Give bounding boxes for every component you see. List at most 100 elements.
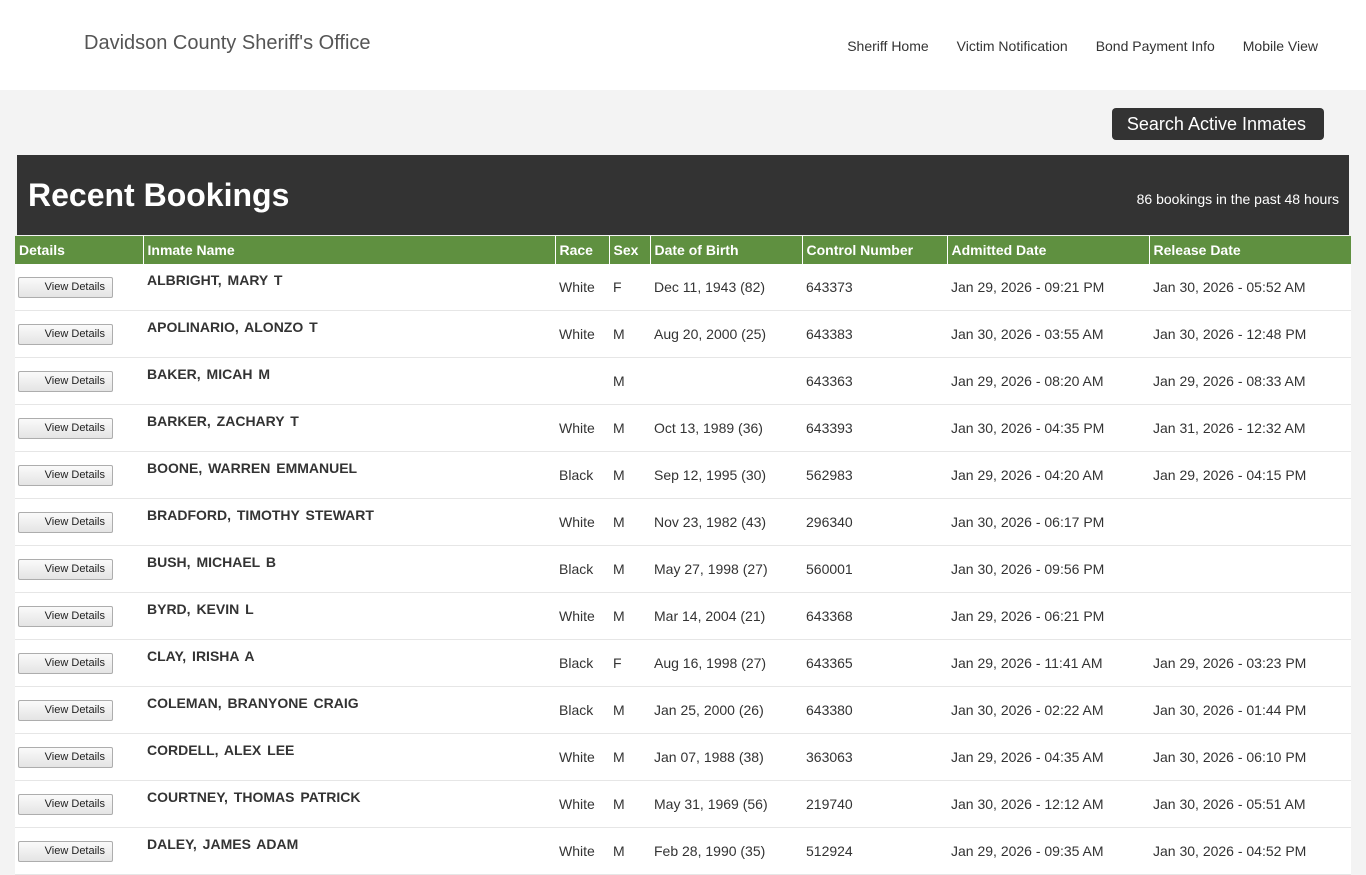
table-row: View Details BRADFORD, TIMOTHY STEWART Whi… <box>15 498 1351 546</box>
race-cell: White <box>555 404 609 452</box>
bookings-count: 86 bookings in the past 48 hours <box>1136 191 1339 207</box>
admitted-date-cell: Jan 30, 2026 - 03:55 AM <box>947 310 1149 358</box>
nav-sheriff-home[interactable]: Sheriff Home <box>847 38 929 54</box>
date-of-birth-cell: May 31, 1969 (56) <box>650 780 802 828</box>
sex-cell: F <box>609 639 650 687</box>
race-cell: White <box>555 592 609 640</box>
details-cell: View Details <box>15 404 143 452</box>
search-active-inmates-button[interactable]: Search Active Inmates <box>1112 108 1324 140</box>
sex-cell: M <box>609 451 650 499</box>
admitted-date-cell: Jan 29, 2026 - 11:41 AM <box>947 639 1149 687</box>
view-details-button[interactable]: View Details <box>18 323 113 345</box>
details-cell: View Details <box>15 780 143 828</box>
view-details-button[interactable]: View Details <box>18 699 113 721</box>
bookings-table: Details Inmate Name Race Sex Date of Bir… <box>15 236 1351 875</box>
view-details-button[interactable]: View Details <box>18 464 113 486</box>
view-details-button[interactable]: View Details <box>18 652 113 674</box>
race-cell: White <box>555 310 609 358</box>
race-cell <box>555 357 609 405</box>
table-row: View Details COURTNEY, THOMAS PATRICK Whit… <box>15 780 1351 828</box>
admitted-date-cell: Jan 30, 2026 - 12:12 AM <box>947 780 1149 828</box>
race-cell: Black <box>555 639 609 687</box>
details-cell: View Details <box>15 592 143 640</box>
view-details-button[interactable]: View Details <box>18 558 113 580</box>
table-row: View Details BAKER, MICAH M M 643363 Jan 29,… <box>15 357 1351 405</box>
column-header-date-of-birth[interactable]: Date of Birth <box>649 236 802 264</box>
control-number-cell: 219740 <box>802 780 947 828</box>
inmate-name-cell: BOONE, WARREN EMMANUEL <box>143 451 555 499</box>
control-number-cell: 643380 <box>802 686 947 734</box>
release-date-cell: Jan 30, 2026 - 12:48 PM <box>1149 310 1351 358</box>
date-of-birth-cell: Feb 28, 1990 (35) <box>650 827 802 875</box>
control-number-cell: 643363 <box>802 357 947 405</box>
page-title: Recent Bookings <box>28 177 290 213</box>
recent-bookings-banner: Recent Bookings 86 bookings in the past … <box>17 155 1349 235</box>
details-cell: View Details <box>15 545 143 593</box>
details-cell: View Details <box>15 733 143 781</box>
top-nav: Sheriff Home Victim Notification Bond Pa… <box>847 38 1318 54</box>
sex-cell: M <box>609 733 650 781</box>
admitted-date-cell: Jan 29, 2026 - 06:21 PM <box>947 592 1149 640</box>
date-of-birth-cell: Dec 11, 1943 (82) <box>650 264 802 311</box>
column-header-control-number[interactable]: Control Number <box>801 236 947 264</box>
view-details-button[interactable]: View Details <box>18 793 113 815</box>
sex-cell: M <box>609 310 650 358</box>
sex-cell: M <box>609 545 650 593</box>
details-cell: View Details <box>15 451 143 499</box>
table-row: View Details BARKER, ZACHARY T White M Oct 1… <box>15 404 1351 452</box>
column-header-sex[interactable]: Sex <box>608 236 650 264</box>
nav-bond-payment-info[interactable]: Bond Payment Info <box>1095 38 1215 54</box>
race-cell: Black <box>555 451 609 499</box>
view-details-button[interactable]: View Details <box>18 746 113 768</box>
view-details-button[interactable]: View Details <box>18 370 113 392</box>
admitted-date-cell: Jan 30, 2026 - 04:35 PM <box>947 404 1149 452</box>
view-details-button[interactable]: View Details <box>18 417 113 439</box>
race-cell: White <box>555 780 609 828</box>
inmate-name-cell: CLAY, IRISHA A <box>143 639 555 687</box>
table-row: View Details BOONE, WARREN EMMANUEL Black M… <box>15 451 1351 499</box>
control-number-cell: 643373 <box>802 264 947 311</box>
view-details-button[interactable]: View Details <box>18 840 113 862</box>
date-of-birth-cell: Oct 13, 1989 (36) <box>650 404 802 452</box>
column-header-admitted-date[interactable]: Admitted Date <box>946 236 1149 264</box>
inmate-name-cell: CORDELL, ALEX LEE <box>143 733 555 781</box>
date-of-birth-cell: Jan 25, 2000 (26) <box>650 686 802 734</box>
control-number-cell: 560001 <box>802 545 947 593</box>
view-details-button[interactable]: View Details <box>18 276 113 298</box>
nav-victim-notification[interactable]: Victim Notification <box>956 38 1068 54</box>
nav-mobile-view[interactable]: Mobile View <box>1242 38 1318 54</box>
release-date-cell <box>1149 498 1351 546</box>
details-cell: View Details <box>15 639 143 687</box>
details-cell: View Details <box>15 357 143 405</box>
table-row: View Details ALBRIGHT, MARY T White F Dec 11… <box>15 264 1351 311</box>
race-cell: White <box>555 264 609 311</box>
control-number-cell: 363063 <box>802 733 947 781</box>
details-cell: View Details <box>15 827 143 875</box>
table-row: View Details CORDELL, ALEX LEE White M Jan 0… <box>15 733 1351 781</box>
admitted-date-cell: Jan 29, 2026 - 04:35 AM <box>947 733 1149 781</box>
date-of-birth-cell: Nov 23, 1982 (43) <box>650 498 802 546</box>
control-number-cell: 643365 <box>802 639 947 687</box>
site-title: Davidson County Sheriff's Office <box>84 32 371 54</box>
column-header-inmate-name[interactable]: Inmate Name <box>142 236 555 264</box>
admitted-date-cell: Jan 30, 2026 - 09:56 PM <box>947 545 1149 593</box>
view-details-button[interactable]: View Details <box>18 511 113 533</box>
column-header-details[interactable]: Details <box>15 236 143 264</box>
inmate-name-cell: BRADFORD, TIMOTHY STEWART <box>143 498 555 546</box>
sex-cell: M <box>609 357 650 405</box>
table-row: View Details APOLINARIO, ALONZO T White M Au… <box>15 310 1351 358</box>
inmate-name-cell: COURTNEY, THOMAS PATRICK <box>143 780 555 828</box>
inmate-name-cell: BUSH, MICHAEL B <box>143 545 555 593</box>
date-of-birth-cell: Aug 20, 2000 (25) <box>650 310 802 358</box>
release-date-cell <box>1149 592 1351 640</box>
view-details-button[interactable]: View Details <box>18 605 113 627</box>
inmate-name-cell: APOLINARIO, ALONZO T <box>143 310 555 358</box>
race-cell: Black <box>555 545 609 593</box>
column-header-release-date[interactable]: Release Date <box>1148 236 1351 264</box>
date-of-birth-cell: Jan 07, 1988 (38) <box>650 733 802 781</box>
release-date-cell <box>1149 545 1351 593</box>
release-date-cell: Jan 30, 2026 - 05:51 AM <box>1149 780 1351 828</box>
admitted-date-cell: Jan 30, 2026 - 02:22 AM <box>947 686 1149 734</box>
sex-cell: M <box>609 404 650 452</box>
column-header-race[interactable]: Race <box>554 236 609 264</box>
